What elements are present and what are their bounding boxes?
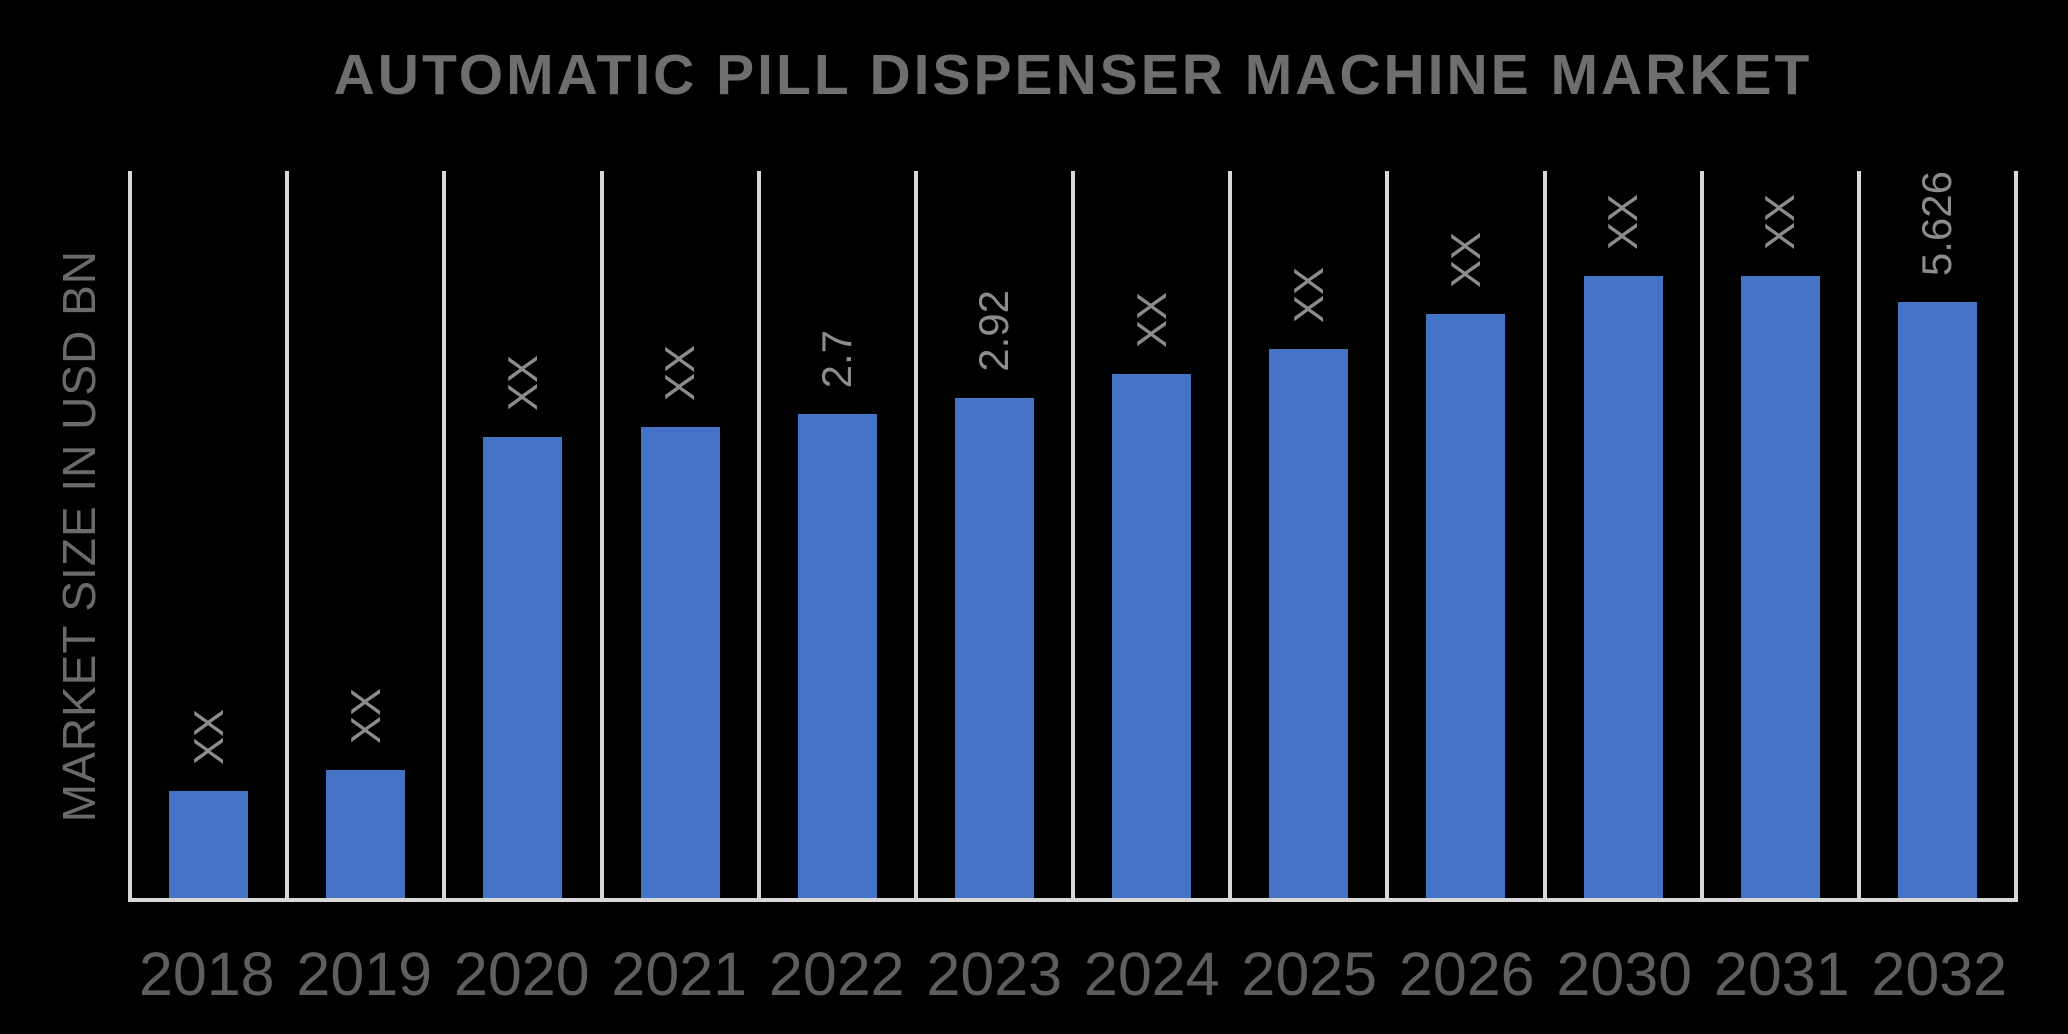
bar-value-label-2018: XX <box>184 708 232 765</box>
bar-value-label-2026: XX <box>1441 231 1489 288</box>
plot-area: XX XX XX XX 2.7 2.92 XX XX XX XX XX 5.626 <box>128 171 2019 902</box>
bar-column-2023: 2.92 <box>918 171 1076 898</box>
y-axis-title-text: MARKET SIZE IN USD BN <box>53 250 105 823</box>
bar-column-2025: XX <box>1232 171 1390 898</box>
bar-2024 <box>1112 374 1192 898</box>
x-tick-label-2031: 2031 <box>1713 940 1850 1008</box>
bar-column-2031: XX <box>1704 171 1861 898</box>
bar-column-2026: XX <box>1389 171 1547 898</box>
y-axis-title: MARKET SIZE IN USD BN <box>36 171 122 902</box>
bar-value-label-2020: XX <box>498 354 546 411</box>
x-axis-labels: 2018 2019 2020 2021 2022 2023 2024 2025 2026 2030… <box>128 944 2018 1005</box>
bar-2018 <box>169 791 249 898</box>
x-tick-label-2021: 2021 <box>611 940 748 1008</box>
bar-2025 <box>1269 349 1349 898</box>
bar-value-label-2025: XX <box>1284 266 1332 323</box>
bar-2030 <box>1583 276 1663 898</box>
bar-value-label-2021: XX <box>656 344 704 401</box>
x-tick-label-2018: 2018 <box>138 940 275 1008</box>
bar-2026 <box>1426 314 1506 898</box>
bar-2019 <box>326 770 406 898</box>
bar-column-2020: XX <box>446 171 604 898</box>
x-tick-label-2025: 2025 <box>1241 940 1378 1008</box>
x-tick-label-2032: 2032 <box>1871 940 2008 1008</box>
bar-2021 <box>640 427 720 898</box>
x-tick-label-2024: 2024 <box>1083 940 1220 1008</box>
bar-value-label-2032: 5.626 <box>1913 171 1961 277</box>
bar-2032 <box>1897 302 1977 898</box>
bar-value-label-2023: 2.92 <box>970 290 1018 372</box>
x-tick-label-2020: 2020 <box>453 940 590 1008</box>
bar-column-2032: 5.626 <box>1861 171 2019 898</box>
bar-value-label-2030: XX <box>1599 193 1647 250</box>
bar-2023 <box>954 398 1034 898</box>
bar-column-2024: XX <box>1075 171 1233 898</box>
x-tick-label-2026: 2026 <box>1398 940 1535 1008</box>
x-tick-label-2023: 2023 <box>926 940 1063 1008</box>
bar-2031 <box>1740 276 1820 898</box>
bar-2020 <box>483 437 563 898</box>
bar-column-2018: XX <box>132 171 290 898</box>
bar-value-label-2024: XX <box>1127 291 1175 348</box>
bar-column-2021: XX <box>604 171 761 898</box>
x-tick-label-2019: 2019 <box>296 940 433 1008</box>
bar-column-2019: XX <box>289 171 447 898</box>
x-tick-label-2030: 2030 <box>1556 940 1693 1008</box>
bar-2022 <box>797 414 877 898</box>
bar-value-label-2019: XX <box>341 687 389 744</box>
bar-column-2030: XX <box>1547 171 1704 898</box>
chart-title: AUTOMATIC PILL DISPENSER MACHINE MARKET <box>333 43 1813 107</box>
bar-column-2022: 2.7 <box>761 171 918 898</box>
bar-value-label-2031: XX <box>1756 193 1804 250</box>
x-tick-label-2022: 2022 <box>768 940 905 1008</box>
bar-value-label-2022: 2.7 <box>813 329 861 388</box>
